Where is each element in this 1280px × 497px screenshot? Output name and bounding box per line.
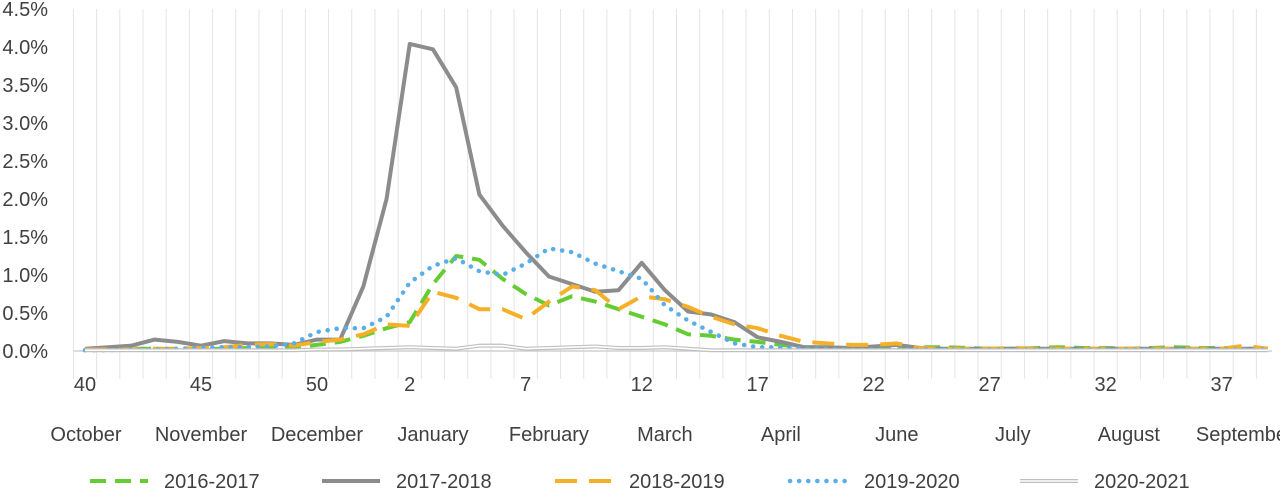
- month-label: June: [875, 424, 918, 446]
- month-label: August: [1098, 424, 1161, 446]
- month-label: April: [761, 424, 801, 446]
- y-tick-label: 0.0%: [2, 341, 48, 363]
- y-axis-tick-labels: 0.0% 0.5% 1.0% 1.5% 2.0% 2.5% 3.0% 3.5% 4.0% 4.5%: [2, 0, 48, 363]
- month-label: July: [995, 424, 1031, 446]
- month-label: February: [509, 424, 589, 446]
- x-tick-label: 45: [190, 374, 212, 396]
- y-tick-label: 4.0%: [2, 37, 48, 59]
- y-tick-label: 1.0%: [2, 265, 48, 287]
- month-labels: October November December January February Ma…: [50, 424, 1280, 446]
- x-tick-label: 17: [747, 374, 769, 396]
- legend-label: 2018-2019: [629, 471, 725, 493]
- y-tick-label: 2.5%: [2, 151, 48, 173]
- y-tick-label: 0.5%: [2, 303, 48, 325]
- x-axis-tick-labels: 40 45 50 2 7 12 17 22 27 32 37: [74, 374, 1233, 396]
- x-tick-label: 7: [520, 374, 531, 396]
- x-tick-label: 40: [74, 374, 96, 396]
- month-label: December: [271, 424, 364, 446]
- month-label: November: [155, 424, 248, 446]
- month-label: September: [1196, 424, 1280, 446]
- legend-label: 2019-2020: [864, 471, 960, 493]
- x-tick-label: 2: [404, 374, 415, 396]
- month-label: March: [637, 424, 693, 446]
- legend: 2016-2017 2017-2018 2018-2019 2019-2020 2020…: [90, 471, 1190, 493]
- y-tick-label: 3.0%: [2, 113, 48, 135]
- series-lines: [82, 41, 1271, 353]
- legend-label: 2017-2018: [396, 471, 492, 493]
- month-label: October: [50, 424, 121, 446]
- y-tick-label: 3.5%: [2, 75, 48, 97]
- x-tick-label: 12: [631, 374, 653, 396]
- y-tick-label: 1.5%: [2, 227, 48, 249]
- x-tick-label: 50: [306, 374, 328, 396]
- month-label: January: [397, 424, 468, 446]
- series-line-inner-2020-2021: [85, 344, 1268, 352]
- x-tick-label: 37: [1210, 374, 1232, 396]
- y-tick-label: 2.0%: [2, 189, 48, 211]
- legend-label: 2016-2017: [164, 471, 260, 493]
- series-line-2016-2017: [84, 254, 1268, 352]
- x-tick-label: 27: [979, 374, 1001, 396]
- x-tick-label: 22: [863, 374, 885, 396]
- x-tick-label: 32: [1095, 374, 1117, 396]
- gridlines: [72, 9, 1257, 379]
- y-tick-label: 4.5%: [2, 0, 48, 21]
- legend-label: 2020-2021: [1094, 471, 1190, 493]
